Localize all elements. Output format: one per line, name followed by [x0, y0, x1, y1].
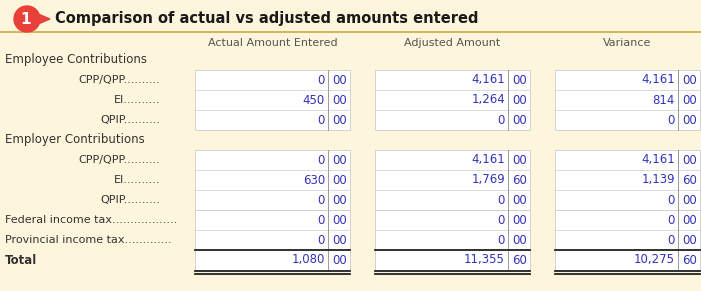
Bar: [555, 250, 700, 270]
Text: 1,264: 1,264: [471, 93, 505, 107]
Bar: [375, 250, 530, 270]
Text: 00: 00: [512, 214, 527, 226]
Text: 4,161: 4,161: [471, 153, 505, 166]
Text: 00: 00: [512, 74, 527, 86]
Bar: [555, 70, 700, 130]
Text: CPP/QPP..........: CPP/QPP..........: [79, 75, 160, 85]
Text: 0: 0: [667, 194, 675, 207]
Text: 00: 00: [332, 194, 347, 207]
Text: 00: 00: [512, 153, 527, 166]
Text: 4,161: 4,161: [641, 74, 675, 86]
Text: 814: 814: [653, 93, 675, 107]
Text: 450: 450: [303, 93, 325, 107]
Text: 0: 0: [318, 233, 325, 246]
Text: 00: 00: [682, 214, 697, 226]
Text: EI..........: EI..........: [114, 175, 160, 185]
Polygon shape: [31, 11, 50, 27]
Text: 1: 1: [21, 12, 32, 26]
Text: 00: 00: [332, 214, 347, 226]
Text: 00: 00: [332, 113, 347, 127]
Text: 0: 0: [498, 214, 505, 226]
Text: 4,161: 4,161: [471, 74, 505, 86]
Text: 0: 0: [667, 214, 675, 226]
Text: 0: 0: [667, 113, 675, 127]
Bar: [195, 70, 350, 130]
Text: 00: 00: [332, 233, 347, 246]
Bar: [195, 210, 350, 250]
Text: 630: 630: [303, 173, 325, 187]
Text: 00: 00: [512, 194, 527, 207]
Text: CPP/QPP..........: CPP/QPP..........: [79, 155, 160, 165]
Text: 00: 00: [332, 74, 347, 86]
Text: Comparison of actual vs adjusted amounts entered: Comparison of actual vs adjusted amounts…: [55, 12, 479, 26]
Text: 00: 00: [332, 173, 347, 187]
Text: 60: 60: [512, 253, 527, 267]
Text: 00: 00: [682, 153, 697, 166]
Bar: [195, 150, 350, 210]
Text: 0: 0: [498, 233, 505, 246]
Text: 60: 60: [682, 253, 697, 267]
Text: Actual Amount Entered: Actual Amount Entered: [207, 38, 337, 48]
Text: 0: 0: [498, 194, 505, 207]
Text: 0: 0: [318, 74, 325, 86]
Bar: [375, 210, 530, 250]
Text: Adjusted Amount: Adjusted Amount: [404, 38, 501, 48]
Text: 1,769: 1,769: [471, 173, 505, 187]
Text: Federal income tax..................: Federal income tax..................: [5, 215, 177, 225]
Text: 0: 0: [318, 113, 325, 127]
Bar: [375, 70, 530, 130]
Text: Employee Contributions: Employee Contributions: [5, 54, 147, 67]
Text: 4,161: 4,161: [641, 153, 675, 166]
Text: 00: 00: [682, 113, 697, 127]
Text: EI..........: EI..........: [114, 95, 160, 105]
Text: 00: 00: [682, 233, 697, 246]
Text: 10,275: 10,275: [634, 253, 675, 267]
Text: 0: 0: [318, 194, 325, 207]
Bar: [555, 210, 700, 250]
Text: 00: 00: [682, 93, 697, 107]
Text: 00: 00: [512, 113, 527, 127]
Bar: [195, 250, 350, 270]
Text: 00: 00: [512, 233, 527, 246]
Text: 1,080: 1,080: [292, 253, 325, 267]
Bar: [555, 150, 700, 210]
Bar: [375, 150, 530, 210]
Text: 00: 00: [332, 153, 347, 166]
Text: 0: 0: [667, 233, 675, 246]
Text: 60: 60: [512, 173, 527, 187]
Text: Provincial income tax.............: Provincial income tax.............: [5, 235, 172, 245]
Text: 00: 00: [682, 194, 697, 207]
Text: 00: 00: [512, 93, 527, 107]
Circle shape: [14, 6, 40, 32]
Text: 00: 00: [332, 253, 347, 267]
Text: 0: 0: [498, 113, 505, 127]
Text: 11,355: 11,355: [464, 253, 505, 267]
Text: 0: 0: [318, 153, 325, 166]
Text: 1,139: 1,139: [641, 173, 675, 187]
Text: Variance: Variance: [604, 38, 652, 48]
Text: QPIP..........: QPIP..........: [100, 115, 160, 125]
Text: Employer Contributions: Employer Contributions: [5, 134, 144, 146]
Text: Total: Total: [5, 253, 37, 267]
Text: 0: 0: [318, 214, 325, 226]
Text: 00: 00: [682, 74, 697, 86]
Text: 60: 60: [682, 173, 697, 187]
Text: 00: 00: [332, 93, 347, 107]
Text: QPIP..........: QPIP..........: [100, 195, 160, 205]
